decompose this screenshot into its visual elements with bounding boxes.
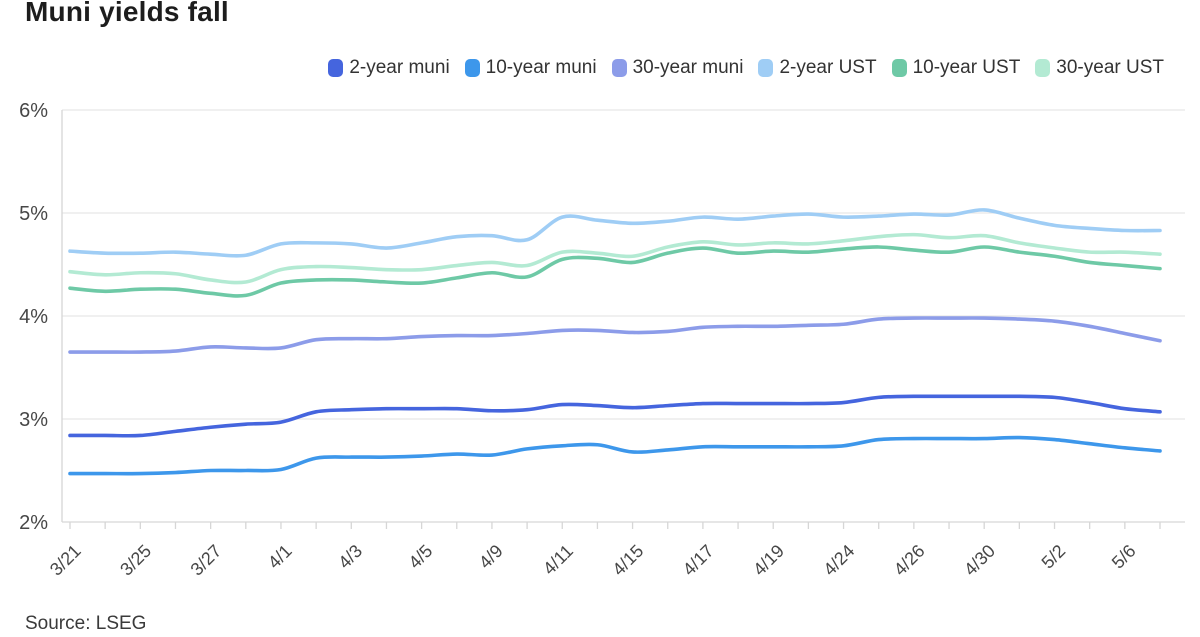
x-axis-label: 3/21 bbox=[46, 541, 85, 580]
x-axis-label: 5/2 bbox=[1038, 541, 1070, 573]
legend-swatch-icon bbox=[464, 59, 480, 77]
legend-item-30-year-ust: 30-year UST bbox=[1035, 57, 1164, 79]
legend-label: 10-year UST bbox=[912, 57, 1021, 78]
source-note: Source: LSEG bbox=[25, 613, 147, 634]
legend-label: 30-year UST bbox=[1056, 57, 1164, 78]
x-axis-label: 4/15 bbox=[608, 541, 647, 580]
x-axis-label: 3/25 bbox=[116, 541, 155, 580]
x-axis-label: 4/26 bbox=[890, 541, 929, 580]
legend-label: 10-year muni bbox=[485, 57, 597, 78]
series-line-2-year-ust bbox=[68, 208, 1162, 258]
legend-swatch-icon bbox=[328, 59, 344, 77]
legend-item-30-year-muni: 30-year muni bbox=[611, 57, 744, 79]
x-axis-label: 4/3 bbox=[334, 541, 366, 573]
legend-item-2-year-ust: 2-year UST bbox=[758, 57, 877, 79]
y-axis-label: 3% bbox=[19, 409, 48, 431]
y-axis-label: 5% bbox=[19, 203, 48, 225]
legend: 2-year muni 10-year muni 30-year muni 2-yea… bbox=[328, 57, 1164, 79]
x-axis-label: 3/27 bbox=[187, 541, 226, 580]
legend-swatch-icon bbox=[758, 59, 774, 77]
x-axis-label: 5/6 bbox=[1108, 541, 1140, 573]
y-axis-label: 2% bbox=[19, 512, 48, 534]
x-axis-label: 4/19 bbox=[749, 541, 788, 580]
y-axis-label: 4% bbox=[19, 306, 48, 328]
legend-item-2-year-muni: 2-year muni bbox=[328, 57, 450, 79]
series-line-2-year-muni bbox=[68, 394, 1162, 438]
series-line-10-year-ust bbox=[68, 245, 1162, 298]
series-line-10-year-muni bbox=[68, 435, 1162, 476]
series-line-30-year-ust bbox=[68, 232, 1162, 285]
legend-item-10-year-muni: 10-year muni bbox=[464, 57, 597, 79]
legend-label: 30-year muni bbox=[632, 57, 744, 78]
series-line-30-year-muni bbox=[68, 316, 1162, 354]
legend-item-10-year-ust: 10-year UST bbox=[891, 57, 1021, 79]
x-axis-label: 4/24 bbox=[819, 541, 858, 580]
x-axis-label: 4/9 bbox=[475, 541, 507, 573]
legend-swatch-icon bbox=[1035, 59, 1051, 77]
x-axis-label: 4/11 bbox=[539, 541, 577, 579]
y-axis-label: 6% bbox=[19, 100, 48, 122]
x-axis-label: 4/1 bbox=[264, 541, 296, 573]
legend-swatch-icon bbox=[611, 59, 627, 77]
x-axis-label: 4/5 bbox=[405, 541, 437, 573]
legend-label: 2-year UST bbox=[779, 57, 877, 78]
x-axis-label: 4/17 bbox=[679, 541, 718, 580]
chart-title: Muni yields fall bbox=[25, 0, 229, 27]
legend-label: 2-year muni bbox=[349, 57, 450, 78]
legend-swatch-icon bbox=[891, 59, 907, 77]
x-axis-label: 4/30 bbox=[960, 541, 999, 580]
